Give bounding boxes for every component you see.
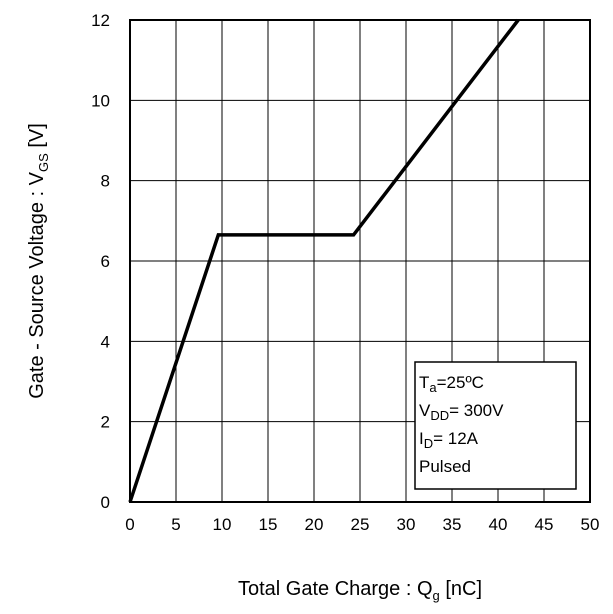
x-tick-label: 25 bbox=[351, 515, 370, 534]
grid-lines bbox=[130, 20, 590, 502]
x-tick-label: 30 bbox=[397, 515, 416, 534]
y-tick-label: 4 bbox=[101, 332, 110, 351]
legend-line-pulsed: Pulsed bbox=[419, 457, 471, 476]
legend-line-ta: Ta=25ºC bbox=[419, 373, 484, 395]
series-line-0 bbox=[128, 18, 520, 503]
y-tick-label: 0 bbox=[101, 493, 110, 512]
y-tick-label: 2 bbox=[101, 413, 110, 432]
legend-line-vdd: VDD= 300V bbox=[419, 401, 504, 423]
x-tick-label: 20 bbox=[305, 515, 324, 534]
y-axis-title: Gate - Source Voltage : VGS [V] bbox=[26, 123, 51, 399]
plot-frame bbox=[129, 19, 591, 503]
x-tick-label: 15 bbox=[259, 515, 278, 534]
x-tick-label: 45 bbox=[535, 515, 554, 534]
y-tick-label: 8 bbox=[101, 172, 110, 191]
legend-box: Ta=25ºC VDD= 300V ID= 12A Pulsed bbox=[414, 361, 577, 490]
y-tick-label: 10 bbox=[91, 91, 110, 110]
x-axis-title: Total Gate Charge : Qg [nC] bbox=[238, 578, 482, 603]
x-tick-label: 40 bbox=[489, 515, 508, 534]
x-tick-label: 50 bbox=[581, 515, 600, 534]
y-tick-label: 6 bbox=[101, 252, 110, 271]
x-tick-label: 35 bbox=[443, 515, 462, 534]
legend-line-id: ID= 12A bbox=[419, 429, 479, 451]
x-tick-label: 5 bbox=[171, 515, 180, 534]
x-tick-label: 0 bbox=[125, 515, 134, 534]
y-tick-label: 12 bbox=[91, 11, 110, 30]
x-tick-label: 10 bbox=[213, 515, 232, 534]
series-layer bbox=[128, 18, 520, 503]
x-tick-labels: 0 5 10 15 20 25 30 35 40 45 50 bbox=[125, 515, 599, 534]
y-tick-labels: 0 2 4 6 8 10 12 bbox=[91, 11, 110, 512]
